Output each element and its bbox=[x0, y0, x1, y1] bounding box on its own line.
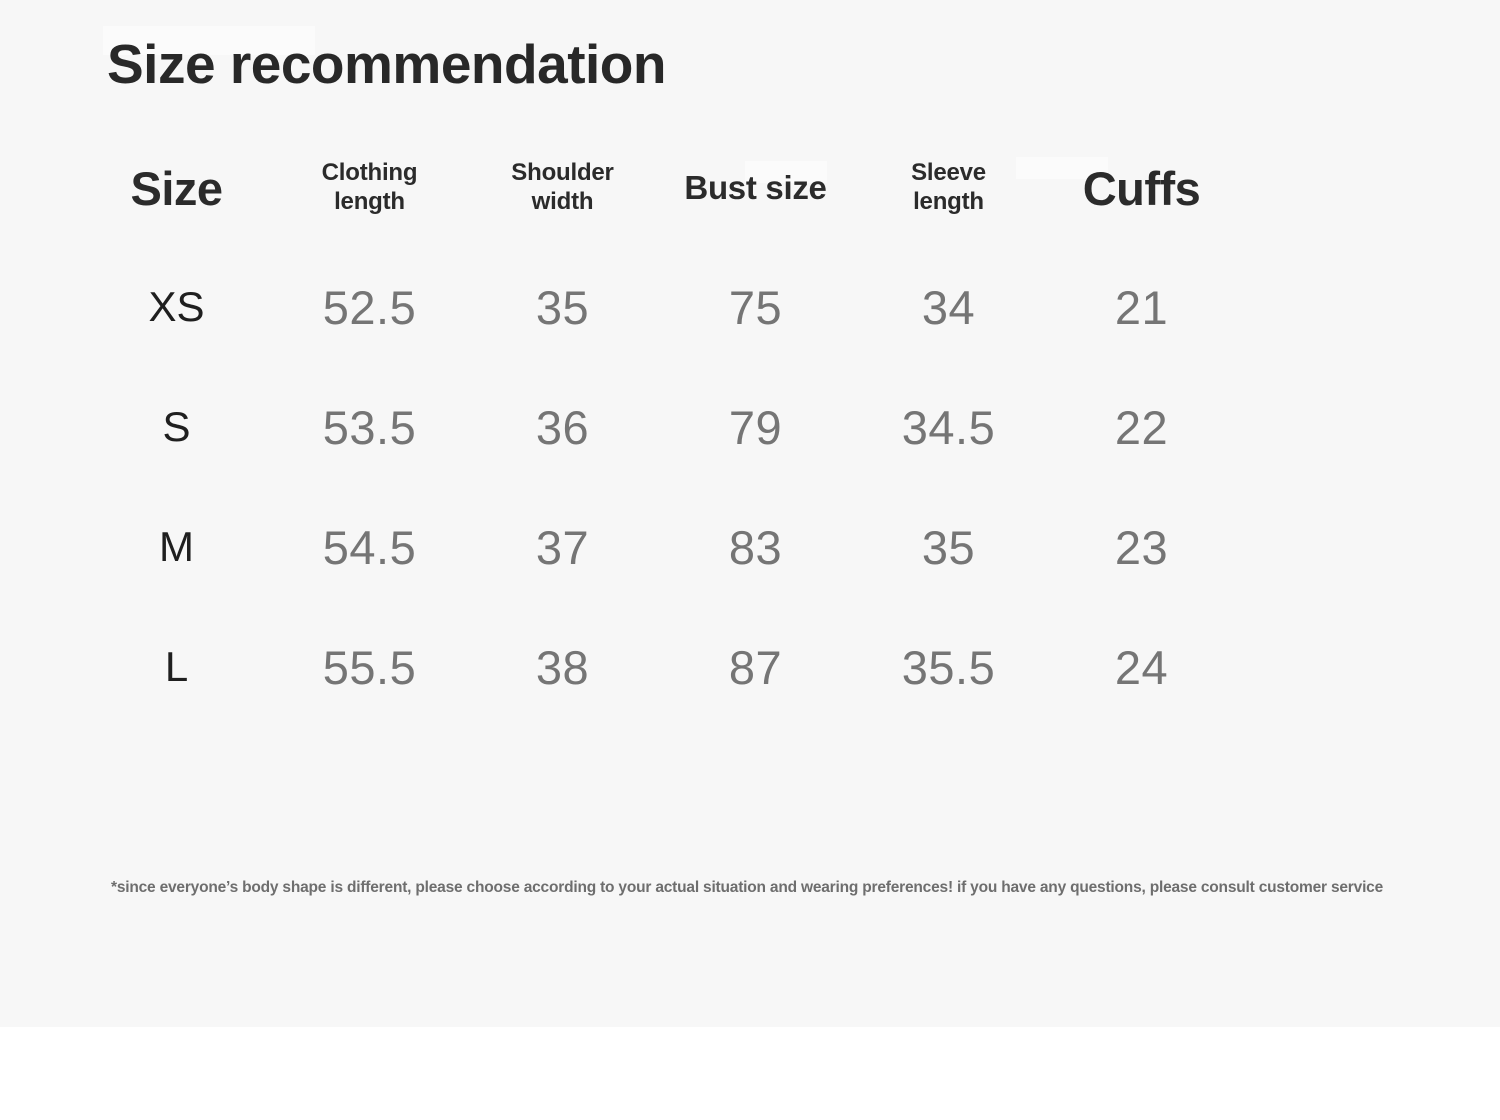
column-header-label: length bbox=[913, 188, 984, 215]
value-cell: 35.5 bbox=[901, 640, 996, 694]
row-label: M bbox=[159, 523, 194, 570]
page-title: Size recommendation bbox=[107, 33, 666, 95]
value-cell: 79 bbox=[728, 400, 783, 454]
column-header-label: Clothing bbox=[321, 159, 418, 187]
overlay-patch bbox=[745, 161, 827, 183]
column-header-label: Shoulder bbox=[511, 159, 614, 187]
value-cell: 34.5 bbox=[901, 400, 996, 454]
value-cell: 23 bbox=[1114, 520, 1169, 574]
column-header-label: Size bbox=[130, 161, 223, 215]
value-cell: 53.5 bbox=[322, 400, 417, 454]
overlay-patch bbox=[103, 26, 315, 55]
value-cell: 24 bbox=[1114, 640, 1169, 694]
value-cell: 37 bbox=[535, 520, 590, 574]
column-header-bust-size: Bust size bbox=[659, 139, 852, 237]
bottom-white-strip bbox=[0, 1027, 1500, 1120]
value-cell: 36 bbox=[535, 400, 590, 454]
column-header-size: Size bbox=[80, 139, 273, 237]
value-cell: 34 bbox=[921, 280, 976, 334]
value-cell: 35 bbox=[921, 520, 976, 574]
value-cell: 38 bbox=[535, 640, 590, 694]
column-header-shoulder-width: Shoulder width bbox=[466, 139, 659, 237]
value-cell: 35 bbox=[535, 280, 590, 334]
value-cell: 55.5 bbox=[322, 640, 417, 694]
row-label: S bbox=[162, 403, 191, 450]
column-header-cuffs: Cuffs bbox=[1045, 139, 1238, 237]
value-cell: 52.5 bbox=[322, 280, 417, 334]
footnote: *since everyone’s body shape is differen… bbox=[111, 879, 1384, 896]
value-cell: 54.5 bbox=[322, 520, 417, 574]
value-cell: 21 bbox=[1114, 280, 1169, 334]
column-header-label: length bbox=[334, 188, 405, 215]
value-cell: 75 bbox=[728, 280, 783, 334]
column-header-clothing-length: Clothing length bbox=[273, 139, 466, 237]
column-header-label: Cuffs bbox=[1082, 161, 1201, 215]
size-table: Size Clothing length Shoulder width Bust… bbox=[80, 139, 1238, 727]
column-header-sleeve-length: Sleeve length bbox=[852, 139, 1045, 237]
value-cell: 87 bbox=[728, 640, 783, 694]
value-cell: 83 bbox=[728, 520, 783, 574]
overlay-patch bbox=[1016, 157, 1108, 179]
row-label: XS bbox=[148, 283, 205, 330]
value-cell: 22 bbox=[1114, 400, 1169, 454]
column-header-label: Bust size bbox=[684, 169, 827, 206]
header-row-spacer bbox=[80, 237, 1238, 247]
column-header-label: width bbox=[531, 188, 594, 215]
row-label: L bbox=[164, 643, 189, 690]
column-header-label: Sleeve bbox=[911, 159, 986, 187]
